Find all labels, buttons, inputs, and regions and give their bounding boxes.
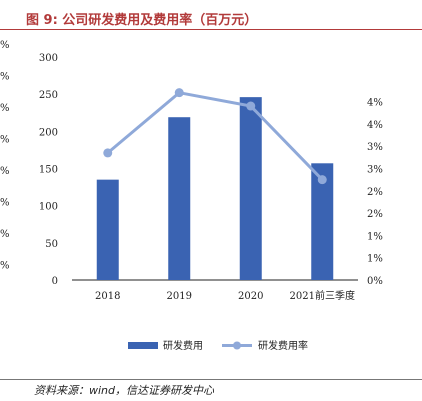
left-tick-label: 100 — [39, 202, 58, 213]
x-tick-label: 2021前三季度 — [290, 289, 355, 302]
legend-bar-swatch — [128, 342, 158, 349]
line-point — [103, 148, 113, 158]
left-edge-label: % — [0, 198, 10, 209]
left-edge-label: % — [0, 72, 10, 83]
right-axis-ticks: 0% 1% 1% 2% 2% 3% 3% 4% 4% — [367, 98, 383, 287]
right-tick-label: 3% — [367, 165, 383, 176]
left-edge-label: % — [0, 229, 10, 240]
left-edge-labels: %%%%%%%% — [0, 40, 10, 272]
legend-line-label: 研发费用率 — [258, 339, 308, 352]
legend: 研发费用 研发费用率 — [128, 339, 308, 352]
bar — [239, 97, 262, 280]
right-tick-label: 4% — [367, 98, 383, 109]
x-axis-ticks: 2018 2019 2020 2021前三季度 — [95, 289, 355, 302]
right-tick-label: 4% — [367, 120, 383, 131]
x-tick-label: 2020 — [238, 291, 263, 302]
left-edge-label: % — [0, 103, 10, 114]
footer-divider — [0, 379, 422, 380]
left-tick-label: 300 — [39, 53, 58, 64]
left-edge-label: % — [0, 166, 10, 177]
line-point — [174, 88, 184, 98]
left-tick-label: 150 — [39, 165, 58, 176]
bar — [96, 179, 119, 280]
bar — [311, 163, 334, 280]
chart-title: 图 9: 公司研发费用及费用率（百万元） — [26, 13, 258, 28]
right-tick-label: 3% — [367, 142, 383, 153]
legend-line-marker — [233, 341, 241, 350]
right-tick-label: 1% — [367, 231, 383, 242]
left-edge-label: % — [0, 40, 10, 51]
line-point — [317, 175, 327, 185]
left-tick-label: 50 — [45, 239, 58, 250]
title-bar: 图 9: 公司研发费用及费用率（百万元） — [0, 0, 422, 30]
right-tick-label: 1% — [367, 254, 383, 265]
bar-series — [96, 97, 334, 281]
x-tick-label: 2018 — [95, 291, 120, 302]
x-tick-label: 2019 — [167, 291, 192, 302]
right-tick-label: 2% — [367, 187, 383, 198]
left-edge-label: % — [0, 135, 10, 146]
line-point — [246, 101, 256, 111]
line-series — [103, 88, 327, 185]
left-tick-label: 250 — [39, 90, 58, 101]
legend-bar-label: 研发费用 — [163, 339, 203, 352]
left-tick-label: 0 — [52, 276, 58, 287]
bar — [168, 117, 191, 281]
left-edge-label: % — [0, 261, 10, 272]
source-note: 资料来源：wind，信达证券研发中心 — [34, 384, 215, 397]
left-axis-ticks: 0 50 100 150 200 250 300 — [39, 53, 58, 287]
right-tick-label: 0% — [367, 276, 383, 287]
right-tick-label: 2% — [367, 209, 383, 220]
line-path — [106, 91, 324, 181]
left-tick-label: 200 — [39, 127, 58, 138]
